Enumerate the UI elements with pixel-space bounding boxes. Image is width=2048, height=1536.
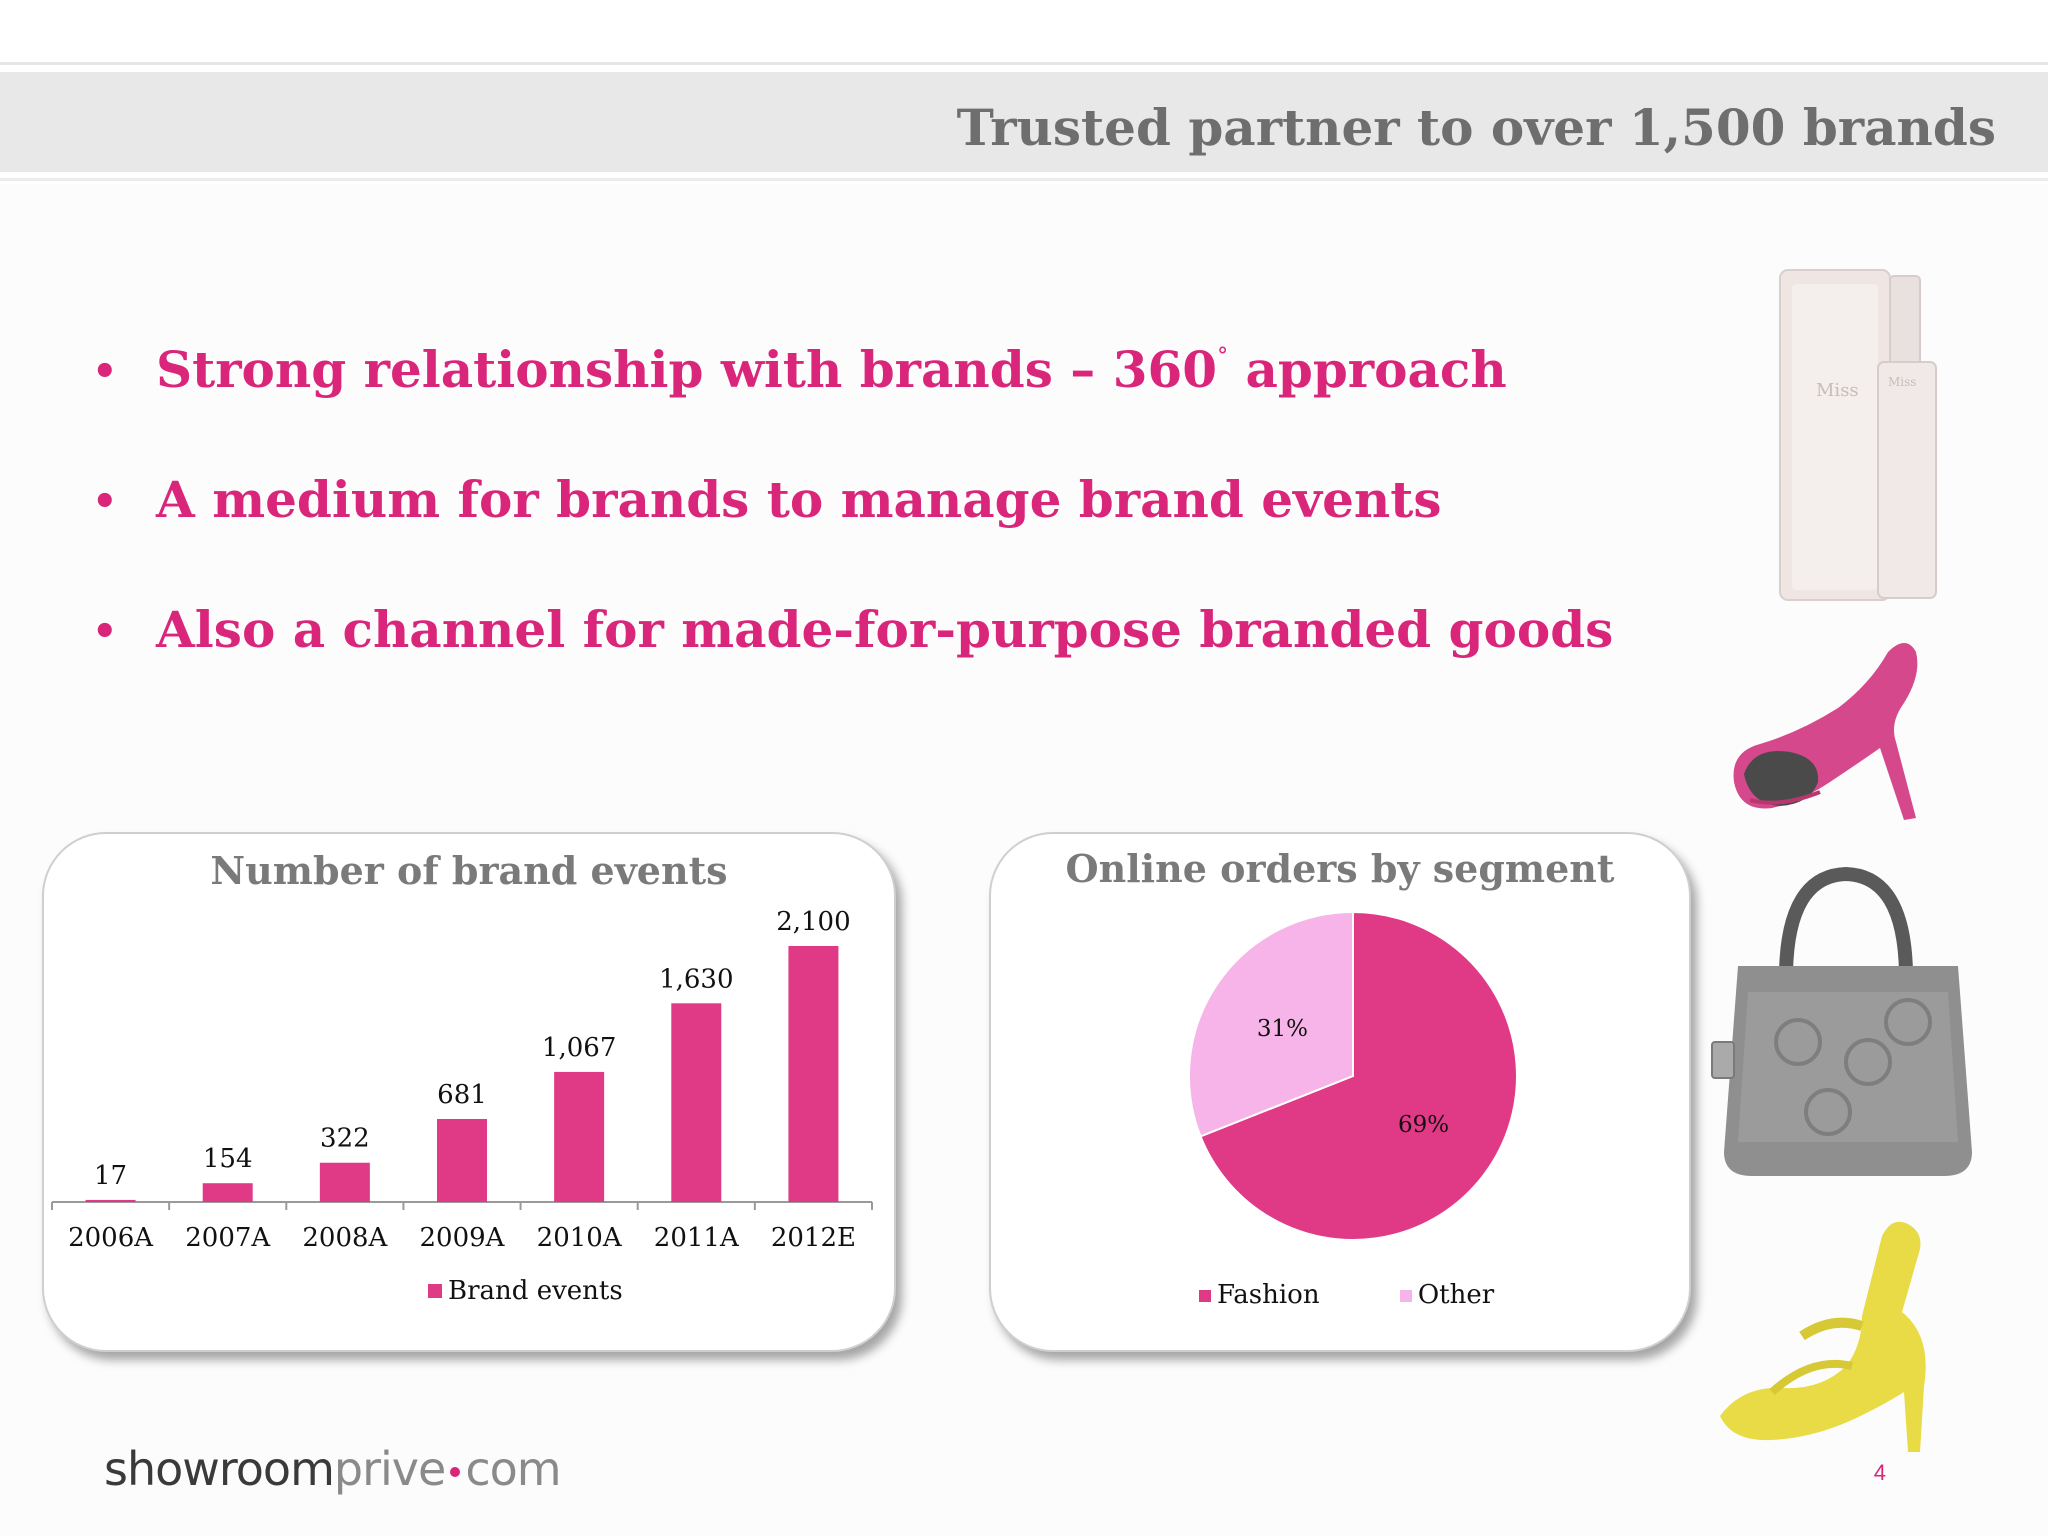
bullet-dot: • — [92, 608, 118, 655]
bar-chart-title: Number of brand events — [210, 848, 728, 893]
legend-label-fashion: Fashion — [1217, 1280, 1320, 1310]
x-tick-label: 2006A — [68, 1223, 154, 1253]
bar-2007A — [202, 1183, 253, 1202]
bullet-dot: • — [92, 478, 118, 525]
bullet-dot: • — [92, 348, 118, 395]
bar-data-label: 2,100 — [776, 907, 850, 937]
legend-swatch-other — [1399, 1290, 1412, 1302]
logo-text-showroom: showroom — [104, 1442, 335, 1496]
bar-chart-legend: Brand events — [428, 1276, 623, 1306]
bullet-list: • Strong relationship with brands – 360° … — [88, 340, 1613, 730]
header-top-rule — [0, 62, 2048, 65]
x-tick-label: 2012E — [771, 1223, 856, 1253]
bullet-text: Strong relationship with brands – 360 — [156, 340, 1218, 399]
pie-data-label: 31% — [1257, 1016, 1308, 1042]
pie-data-label: 69% — [1398, 1112, 1449, 1138]
bar-2006A — [85, 1199, 136, 1202]
bar-2009A — [437, 1118, 487, 1202]
logo-text-com: com — [465, 1442, 561, 1496]
x-tick-label: 2007A — [185, 1223, 271, 1253]
bar-2011A — [671, 1003, 722, 1202]
bullet-text-continued: approach — [1228, 340, 1507, 399]
bar-chart: 17 2006A 154 2007A 322 2008A 681 2009A 1,067 2010… — [51, 907, 873, 1253]
bar-data-label: 681 — [437, 1080, 487, 1110]
bullet-item: • Strong relationship with brands – 360° … — [88, 340, 1613, 470]
brand-events-chart-panel: Number of brand events 17 2006A 154 2007A 32… — [42, 832, 896, 1352]
header-bottom-rule — [0, 178, 2048, 181]
bar-data-label: 322 — [320, 1124, 370, 1154]
bar-2012E — [788, 946, 839, 1202]
orders-by-segment-chart-panel: Online orders by segment 69% 31% Fashion … — [989, 832, 1691, 1352]
bar-2008A — [319, 1162, 370, 1202]
bullet-item: • A medium for brands to manage brand eve… — [88, 470, 1613, 600]
bar-data-label: 17 — [94, 1161, 127, 1191]
bullet-item: • Also a channel for made-for-purpose bra… — [88, 600, 1613, 730]
perfume-bottle-icon: Miss Miss — [1779, 269, 1937, 601]
header-band — [0, 72, 2048, 172]
bar-data-label: 1,630 — [659, 964, 733, 994]
svg-text:Miss: Miss — [1816, 380, 1859, 401]
pie-chart-legend: Fashion Other — [1199, 1280, 1494, 1310]
page-number: 4 — [1873, 1460, 1886, 1485]
legend-swatch-brand-events — [428, 1284, 442, 1298]
grey-handbag-icon — [1711, 866, 1972, 1176]
pie-slice-other — [1188, 910, 1354, 1138]
x-tick-label: 2008A — [302, 1223, 388, 1253]
bar-2010A — [554, 1071, 605, 1202]
degree-sign: ° — [1217, 344, 1229, 369]
logo-dot — [450, 1467, 461, 1477]
legend-label-other: Other — [1417, 1280, 1495, 1310]
pie-chart: 69% 31% — [1188, 910, 1518, 1241]
bar-data-label: 1,067 — [542, 1033, 616, 1063]
svg-text:Miss: Miss — [1888, 375, 1916, 389]
pie-chart-title: Online orders by segment — [1065, 846, 1615, 891]
x-tick-label: 2010A — [537, 1223, 623, 1253]
logo-text-prive: prive — [333, 1442, 446, 1496]
bar-data-label: 154 — [203, 1144, 253, 1174]
pink-high-heel-icon — [1733, 643, 1918, 820]
pie-slice-fashion — [1199, 910, 1518, 1241]
slide-title: Trusted partner to over 1,500 brands — [956, 98, 1996, 157]
showroomprive-logo: showroomprive com — [104, 1442, 562, 1496]
legend-swatch-fashion — [1199, 1290, 1211, 1302]
x-tick-label: 2011A — [654, 1223, 740, 1253]
x-tick-label: 2009A — [420, 1223, 506, 1253]
bullet-text: Also a channel for made-for-purpose bran… — [156, 600, 1614, 659]
legend-label-brand-events: Brand events — [448, 1276, 623, 1306]
bullet-text: A medium for brands to manage brand even… — [156, 470, 1442, 529]
yellow-sandal-icon — [1720, 1221, 1926, 1452]
